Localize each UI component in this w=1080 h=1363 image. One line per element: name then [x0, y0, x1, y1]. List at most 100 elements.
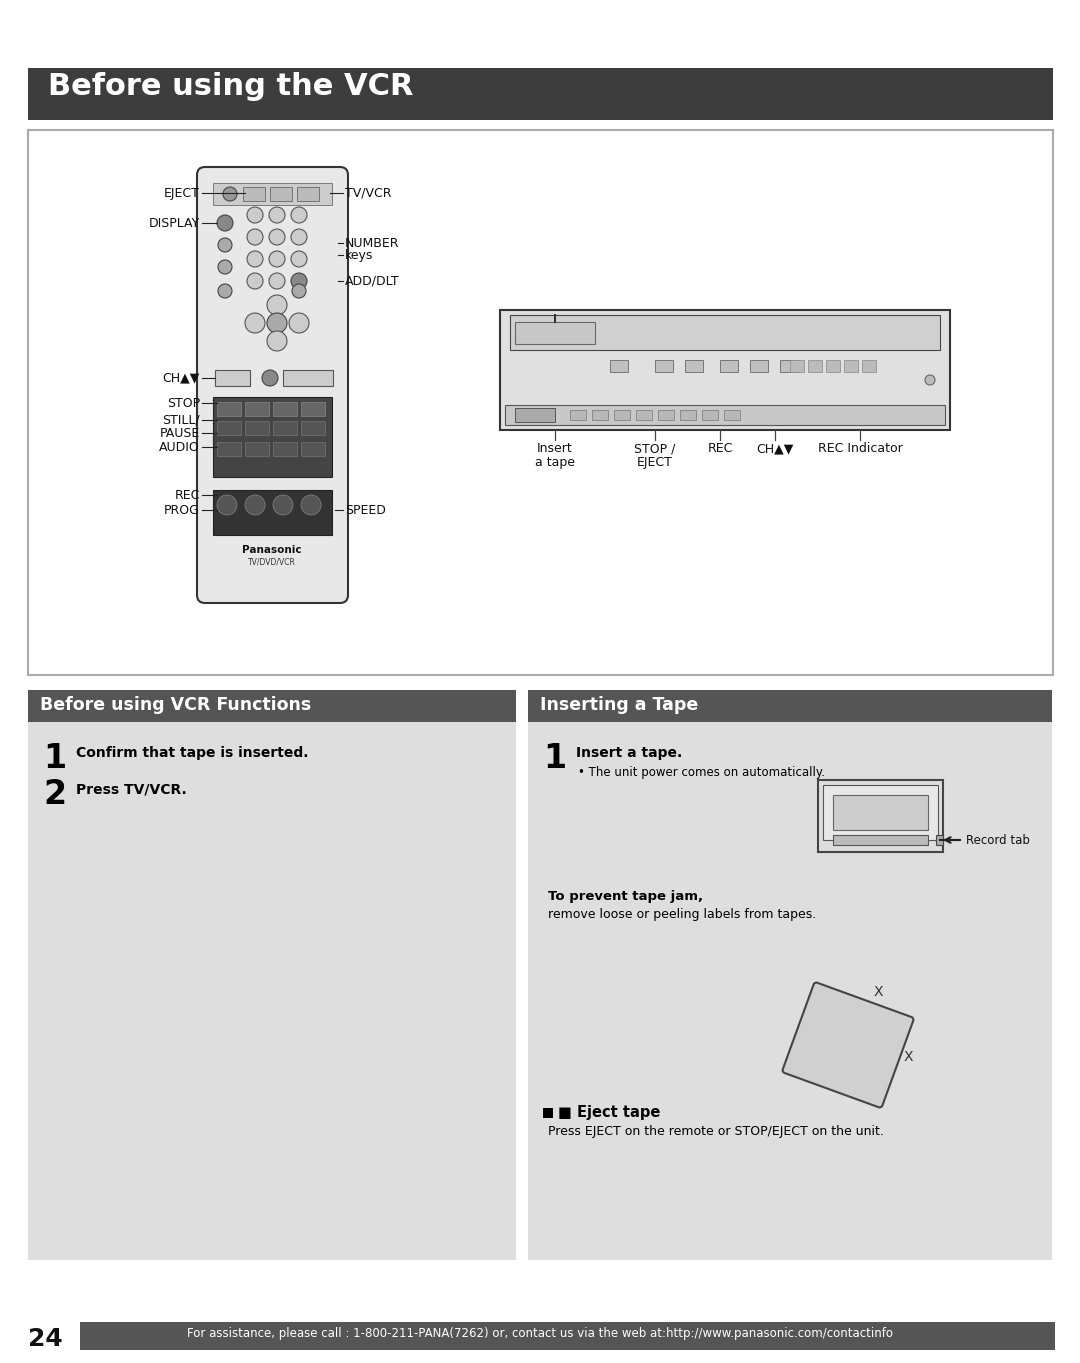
Bar — [658, 410, 674, 420]
Bar — [273, 442, 297, 457]
Bar — [654, 360, 673, 372]
Text: TV/DVD/VCR: TV/DVD/VCR — [248, 557, 296, 566]
Bar — [515, 322, 595, 343]
Circle shape — [269, 207, 285, 224]
Text: keys: keys — [345, 248, 374, 262]
Bar — [243, 187, 265, 200]
Circle shape — [273, 495, 293, 515]
Text: EJECT: EJECT — [164, 187, 200, 199]
Bar — [528, 690, 1052, 722]
Bar — [273, 421, 297, 435]
Bar — [823, 785, 939, 840]
Text: TV/VCR: TV/VCR — [345, 187, 391, 199]
Bar — [936, 836, 943, 845]
Bar — [702, 410, 718, 420]
Text: • The unit power comes on automatically.: • The unit power comes on automatically. — [578, 766, 825, 780]
Circle shape — [291, 273, 307, 289]
Text: STILL/: STILL/ — [162, 413, 200, 427]
Text: 24: 24 — [28, 1328, 63, 1351]
Text: ADD/DLT: ADD/DLT — [345, 274, 400, 288]
FancyBboxPatch shape — [197, 168, 348, 602]
Text: Before using the VCR: Before using the VCR — [48, 72, 414, 101]
Text: 1: 1 — [543, 741, 566, 776]
Bar — [592, 410, 608, 420]
Text: remove loose or peeling labels from tapes.: remove loose or peeling labels from tape… — [548, 908, 816, 921]
Text: Panasonic: Panasonic — [242, 545, 301, 555]
Circle shape — [247, 207, 264, 224]
Bar — [500, 309, 950, 429]
Text: Insert: Insert — [537, 442, 572, 455]
Circle shape — [247, 273, 264, 289]
Circle shape — [291, 251, 307, 267]
Bar — [505, 405, 945, 425]
Bar — [215, 369, 249, 386]
Text: Record tab: Record tab — [966, 834, 1030, 846]
Bar — [862, 360, 876, 372]
Bar — [843, 360, 858, 372]
Circle shape — [269, 229, 285, 245]
Bar — [680, 410, 696, 420]
Bar — [543, 1108, 553, 1118]
Bar — [28, 722, 516, 1259]
Bar — [80, 1322, 1055, 1349]
Bar — [213, 491, 332, 536]
FancyBboxPatch shape — [783, 983, 914, 1108]
Bar — [720, 360, 738, 372]
Bar — [636, 410, 652, 420]
Text: SPEED: SPEED — [345, 503, 386, 517]
Bar — [808, 360, 822, 372]
Circle shape — [217, 495, 237, 515]
Bar — [570, 410, 586, 420]
Bar — [610, 360, 627, 372]
Circle shape — [267, 313, 287, 333]
Circle shape — [269, 251, 285, 267]
Text: EJECT: EJECT — [637, 457, 673, 469]
Text: X: X — [903, 1050, 913, 1065]
Circle shape — [269, 273, 285, 289]
Circle shape — [267, 331, 287, 352]
Circle shape — [247, 229, 264, 245]
Bar — [217, 421, 241, 435]
Text: Before using VCR Functions: Before using VCR Functions — [40, 696, 311, 714]
Text: STOP /: STOP / — [634, 442, 676, 455]
Text: Insert a tape.: Insert a tape. — [576, 746, 683, 761]
Text: X: X — [874, 985, 882, 999]
Circle shape — [267, 294, 287, 315]
Text: STOP: STOP — [167, 397, 200, 409]
Bar — [270, 187, 292, 200]
Circle shape — [262, 369, 278, 386]
Bar — [780, 360, 798, 372]
Circle shape — [218, 239, 232, 252]
Bar — [217, 402, 241, 416]
Bar — [273, 402, 297, 416]
Text: Inserting a Tape: Inserting a Tape — [540, 696, 699, 714]
Circle shape — [292, 284, 306, 298]
Bar — [818, 780, 943, 852]
Bar — [750, 360, 768, 372]
Circle shape — [217, 215, 233, 230]
Bar — [28, 68, 1053, 120]
Text: CH▲▼: CH▲▼ — [756, 442, 794, 455]
Circle shape — [301, 495, 321, 515]
Circle shape — [291, 207, 307, 224]
Bar — [213, 183, 332, 204]
Bar — [283, 369, 333, 386]
Text: For assistance, please call : 1-800-211-PANA(7262) or, contact us via the web at: For assistance, please call : 1-800-211-… — [187, 1328, 893, 1340]
Circle shape — [218, 260, 232, 274]
Text: AUDIO: AUDIO — [159, 440, 200, 454]
Bar — [245, 442, 269, 457]
Text: Confirm that tape is inserted.: Confirm that tape is inserted. — [76, 746, 309, 761]
Bar — [833, 795, 928, 830]
Text: 1: 1 — [43, 741, 66, 776]
Text: Press EJECT on the remote or STOP/EJECT on the unit.: Press EJECT on the remote or STOP/EJECT … — [548, 1124, 883, 1138]
Circle shape — [247, 251, 264, 267]
Bar — [528, 722, 1052, 1259]
Text: PAUSE: PAUSE — [160, 427, 200, 439]
Text: CH▲▼: CH▲▼ — [163, 372, 200, 384]
Bar — [301, 421, 325, 435]
Bar — [297, 187, 319, 200]
Text: DISPLAY: DISPLAY — [149, 217, 200, 229]
Bar — [826, 360, 840, 372]
Bar — [833, 836, 928, 845]
Text: REC: REC — [707, 442, 732, 455]
